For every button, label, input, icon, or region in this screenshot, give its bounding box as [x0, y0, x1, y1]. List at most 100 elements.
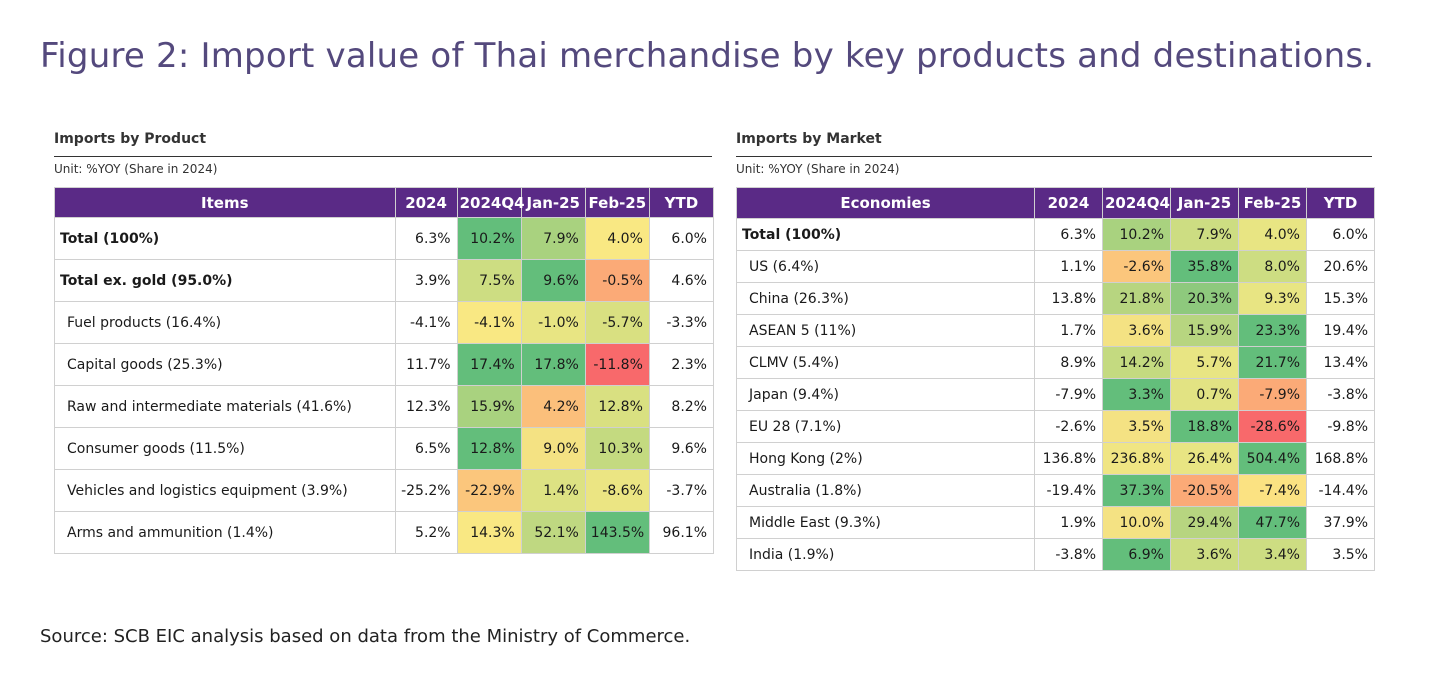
cell-2024q4: 14.3% — [456, 511, 522, 554]
panel-divider — [736, 156, 1372, 157]
cell-2024: 13.8% — [1034, 282, 1103, 315]
row-label: Fuel products (16.4%) — [54, 301, 396, 344]
cell-jan-25: 5.7% — [1170, 346, 1239, 379]
row-label: Australia (1.8%) — [736, 474, 1035, 507]
cell-2024q4: 15.9% — [456, 385, 522, 428]
cell-ytd: 9.6% — [648, 427, 715, 470]
table-row: Consumer goods (11.5%) 6.5% 12.8% 9.0% 10.3%… — [54, 427, 715, 470]
cell-2024q4: 10.2% — [456, 217, 522, 260]
cell-jan-25: 29.4% — [1170, 506, 1239, 539]
cell-feb-25: 12.8% — [584, 385, 650, 428]
cell-feb-25: 143.5% — [584, 511, 650, 554]
cell-2024: 11.7% — [394, 343, 458, 386]
row-label: Japan (9.4%) — [736, 378, 1035, 411]
cell-ytd: 8.2% — [648, 385, 715, 428]
market-table-body: Total (100%) 6.3% 10.2% 7.9% 4.0% 6.0% US (6.4… — [736, 218, 1375, 571]
cell-2024q4: 12.8% — [456, 427, 522, 470]
cell-2024: 5.2% — [394, 511, 458, 554]
row-label: EU 28 (7.1%) — [736, 410, 1035, 443]
row-label: CLMV (5.4%) — [736, 346, 1035, 379]
table-row: EU 28 (7.1%) -2.6% 3.5% 18.8% -28.6% -9.8% — [736, 410, 1375, 443]
cell-ytd: 4.6% — [648, 259, 715, 302]
cell-ytd: 13.4% — [1306, 346, 1375, 379]
cell-2024: -3.8% — [1034, 538, 1103, 571]
cell-jan-25: 0.7% — [1170, 378, 1239, 411]
table-row: Japan (9.4%) -7.9% 3.3% 0.7% -7.9% -3.8% — [736, 378, 1375, 411]
panel-divider — [54, 156, 712, 157]
header-row: Items 2024 2024Q4 Jan-25 Feb-25 YTD — [54, 187, 715, 218]
row-label: Consumer goods (11.5%) — [54, 427, 396, 470]
cell-feb-25: -7.9% — [1238, 378, 1307, 411]
table-row: Fuel products (16.4%) -4.1% -4.1% -1.0% -5.7… — [54, 301, 715, 344]
cell-2024q4: 10.0% — [1102, 506, 1171, 539]
cell-2024: 6.5% — [394, 427, 458, 470]
header-row: Economies 2024 2024Q4 Jan-25 Feb-25 YTD — [736, 187, 1375, 219]
unit-label: Unit: %YOY (Share in 2024) — [736, 162, 900, 176]
row-label: Raw and intermediate materials (41.6%) — [54, 385, 396, 428]
table-row: ASEAN 5 (11%) 1.7% 3.6% 15.9% 23.3% 19.4% — [736, 314, 1375, 347]
cell-jan-25: -1.0% — [520, 301, 586, 344]
col-header: Economies — [736, 187, 1035, 219]
cell-2024q4: 10.2% — [1102, 218, 1171, 251]
cell-jan-25: 9.0% — [520, 427, 586, 470]
table-row: CLMV (5.4%) 8.9% 14.2% 5.7% 21.7% 13.4% — [736, 346, 1375, 379]
cell-feb-25: -7.4% — [1238, 474, 1307, 507]
figure-title: Figure 2: Import value of Thai merchandi… — [40, 36, 1375, 76]
table-row: Raw and intermediate materials (41.6%) 12… — [54, 385, 715, 428]
cell-feb-25: 504.4% — [1238, 442, 1307, 475]
cell-ytd: 6.0% — [648, 217, 715, 260]
table-row: Middle East (9.3%) 1.9% 10.0% 29.4% 47.7% 37.… — [736, 506, 1375, 539]
cell-jan-25: 4.2% — [520, 385, 586, 428]
cell-ytd: 37.9% — [1306, 506, 1375, 539]
cell-2024q4: 14.2% — [1102, 346, 1171, 379]
market-table: Economies 2024 2024Q4 Jan-25 Feb-25 YTD … — [736, 187, 1375, 571]
row-label: Hong Kong (2%) — [736, 442, 1035, 475]
panel-title: Imports by Market — [736, 131, 882, 147]
cell-2024: 8.9% — [1034, 346, 1103, 379]
row-label: Total (100%) — [54, 217, 396, 260]
col-header: 2024Q4 — [1102, 187, 1171, 219]
cell-ytd: 2.3% — [648, 343, 715, 386]
cell-feb-25: 21.7% — [1238, 346, 1307, 379]
row-label: Middle East (9.3%) — [736, 506, 1035, 539]
cell-2024q4: -4.1% — [456, 301, 522, 344]
cell-2024: 6.3% — [394, 217, 458, 260]
col-header: Items — [54, 187, 396, 218]
cell-jan-25: -20.5% — [1170, 474, 1239, 507]
product-table-body: Total (100%) 6.3% 10.2% 7.9% 4.0% 6.0% Total e… — [54, 217, 715, 554]
cell-feb-25: -11.8% — [584, 343, 650, 386]
table-row: Australia (1.8%) -19.4% 37.3% -20.5% -7.4% -1… — [736, 474, 1375, 507]
row-label: Capital goods (25.3%) — [54, 343, 396, 386]
cell-2024: 1.7% — [1034, 314, 1103, 347]
unit-label: Unit: %YOY (Share in 2024) — [54, 162, 218, 176]
cell-2024q4: -22.9% — [456, 469, 522, 512]
cell-2024: 12.3% — [394, 385, 458, 428]
row-label: China (26.3%) — [736, 282, 1035, 315]
cell-2024: 3.9% — [394, 259, 458, 302]
cell-2024: -2.6% — [1034, 410, 1103, 443]
cell-feb-25: 47.7% — [1238, 506, 1307, 539]
cell-feb-25: 8.0% — [1238, 250, 1307, 283]
row-label: Total ex. gold (95.0%) — [54, 259, 396, 302]
cell-2024q4: 37.3% — [1102, 474, 1171, 507]
cell-2024: -7.9% — [1034, 378, 1103, 411]
cell-2024: 136.8% — [1034, 442, 1103, 475]
cell-ytd: 96.1% — [648, 511, 715, 554]
table-row: Total (100%) 6.3% 10.2% 7.9% 4.0% 6.0% — [54, 217, 715, 260]
cell-jan-25: 20.3% — [1170, 282, 1239, 315]
cell-2024q4: 21.8% — [1102, 282, 1171, 315]
col-header: YTD — [648, 187, 715, 218]
cell-feb-25: -8.6% — [584, 469, 650, 512]
cell-2024q4: 7.5% — [456, 259, 522, 302]
col-header: Feb-25 — [584, 187, 650, 218]
cell-ytd: -3.3% — [648, 301, 715, 344]
cell-2024: -25.2% — [394, 469, 458, 512]
cell-jan-25: 3.6% — [1170, 538, 1239, 571]
cell-2024q4: 236.8% — [1102, 442, 1171, 475]
cell-ytd: 168.8% — [1306, 442, 1375, 475]
col-header: 2024 — [1034, 187, 1103, 219]
cell-feb-25: -28.6% — [1238, 410, 1307, 443]
cell-feb-25: 4.0% — [1238, 218, 1307, 251]
col-header: 2024 — [394, 187, 458, 218]
row-label: Vehicles and logistics equipment (3.9%) — [54, 469, 396, 512]
